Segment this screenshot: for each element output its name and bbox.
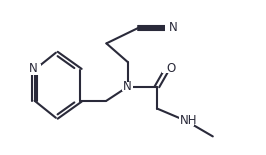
Text: N: N: [169, 21, 178, 34]
Bar: [165, 23, 176, 33]
Bar: [162, 64, 173, 73]
Text: NH: NH: [180, 114, 197, 127]
Text: O: O: [166, 62, 175, 75]
Text: N: N: [29, 62, 38, 75]
Bar: [179, 116, 194, 126]
Text: N: N: [123, 80, 132, 93]
Bar: [122, 82, 133, 91]
Bar: [28, 64, 41, 75]
